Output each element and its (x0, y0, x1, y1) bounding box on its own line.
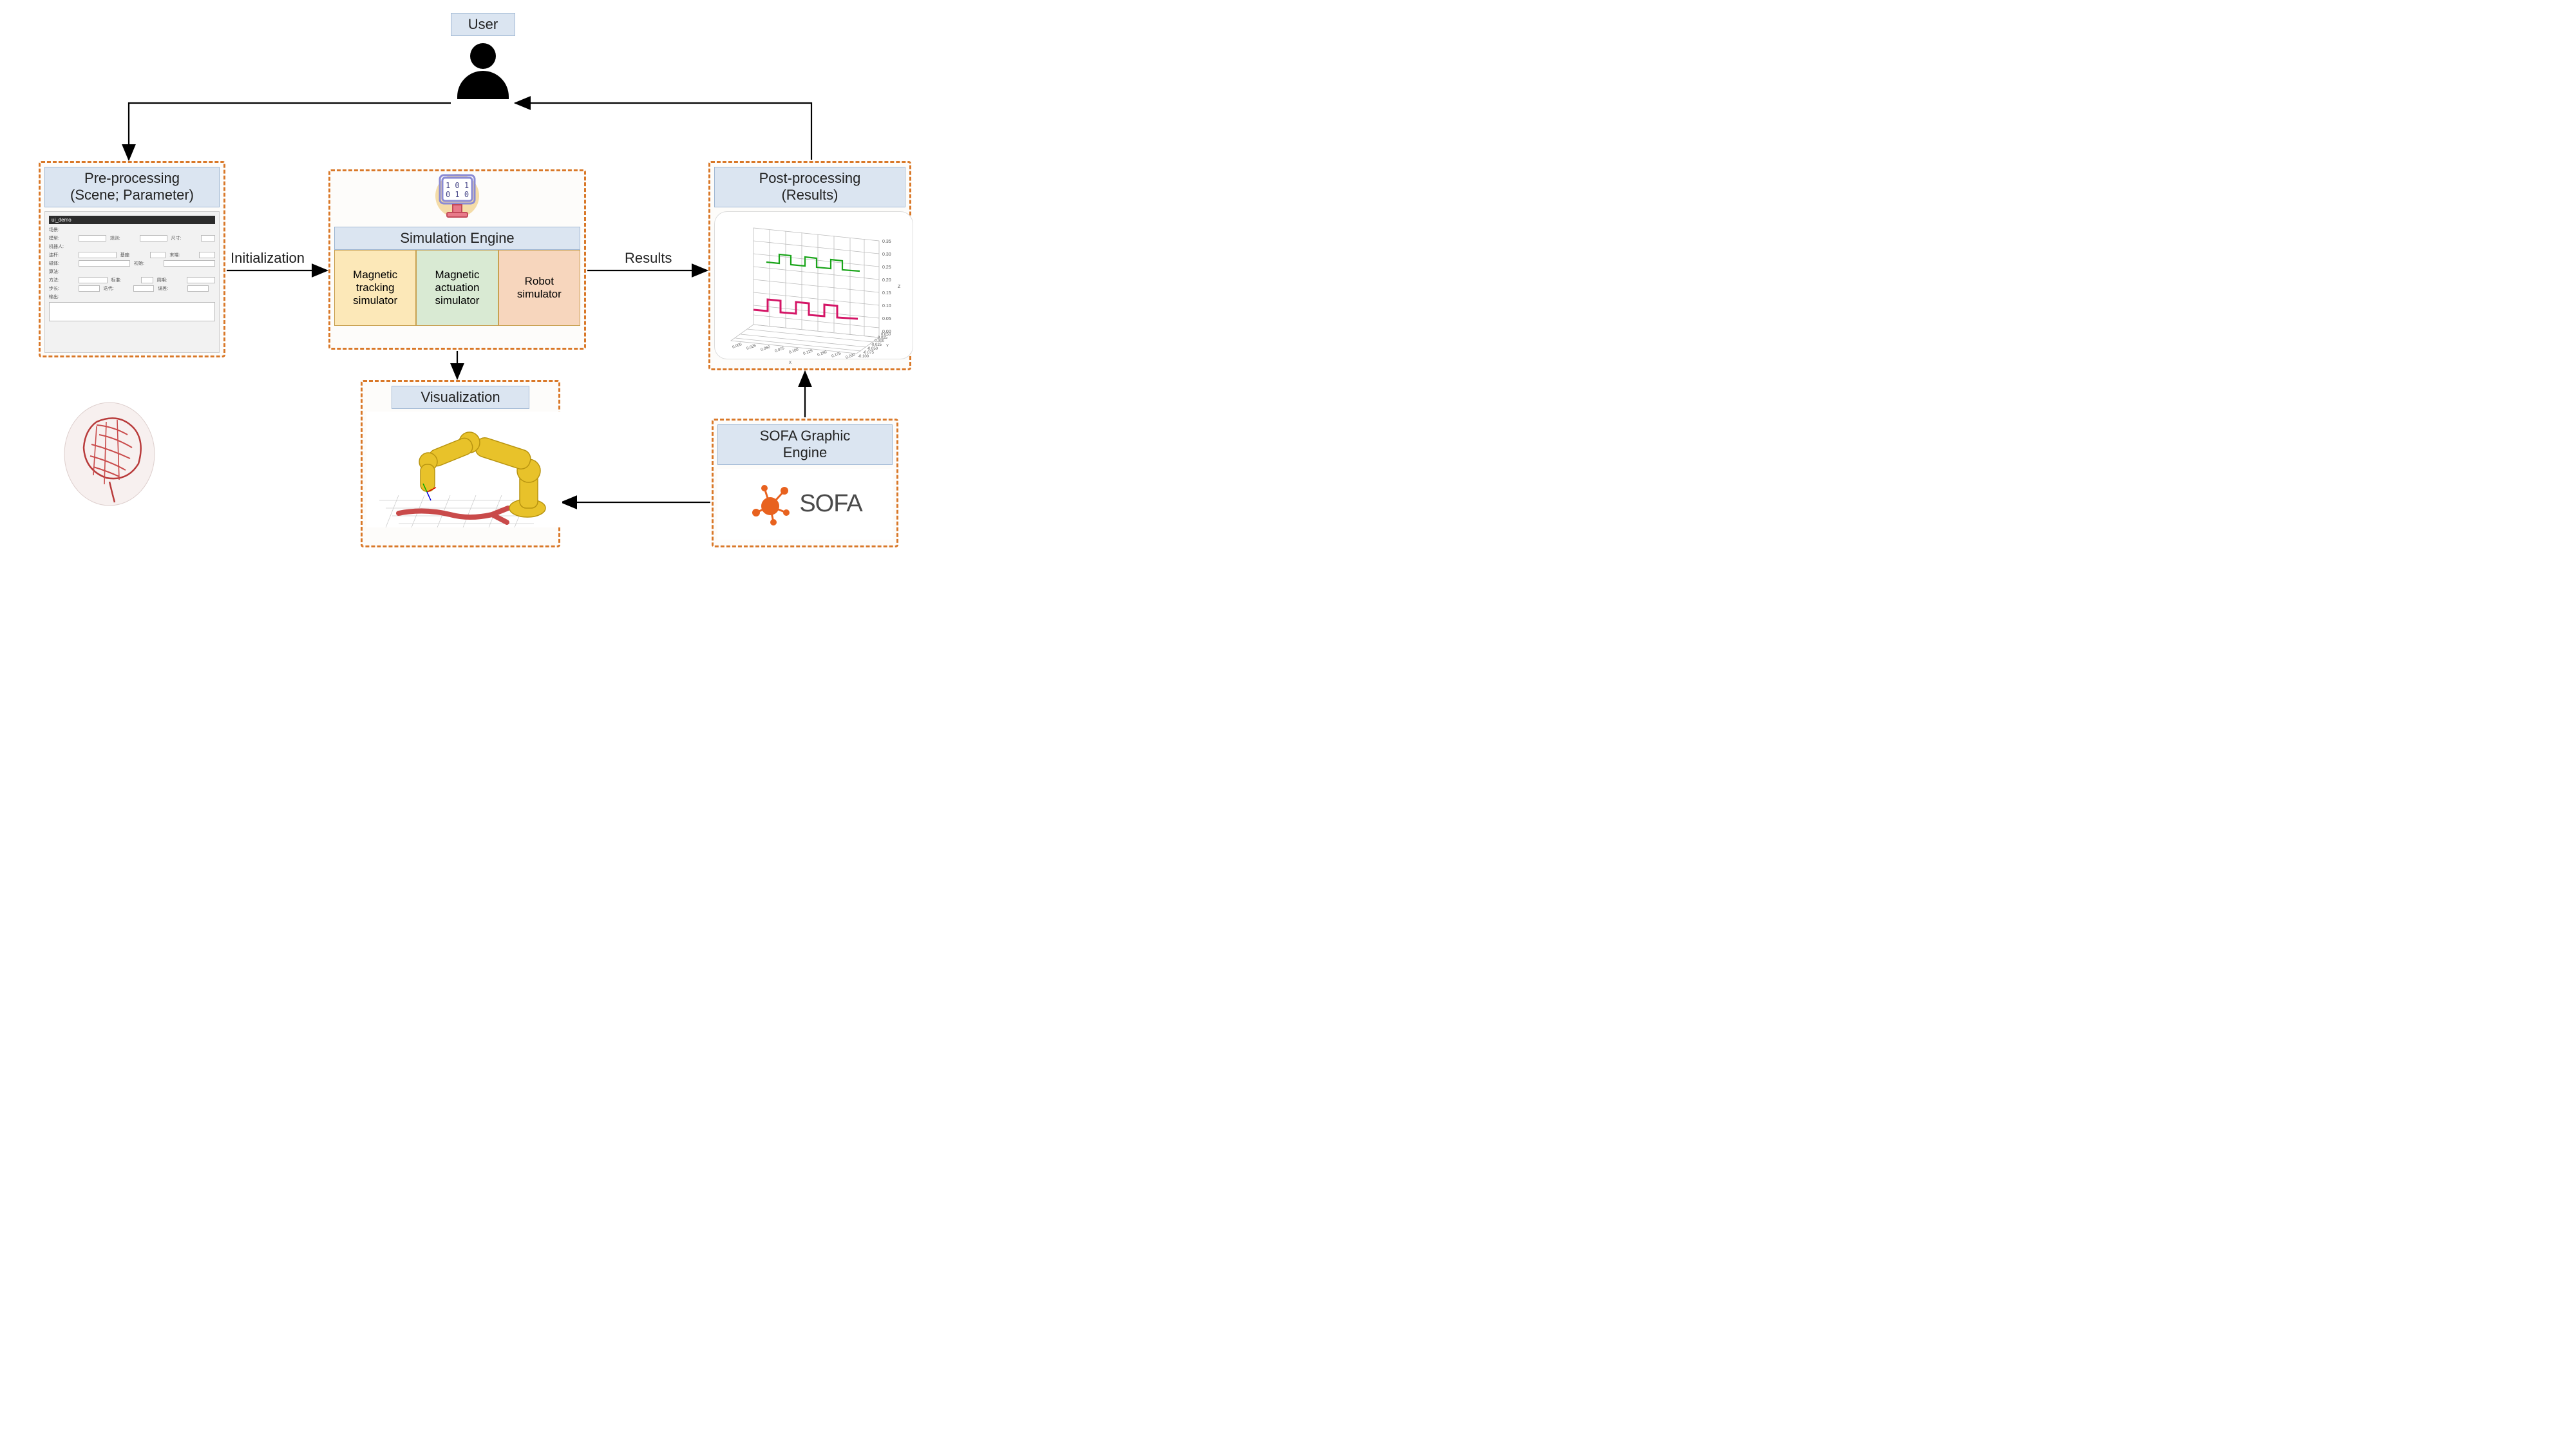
svg-text:0.30: 0.30 (882, 252, 891, 257)
preprocessing-title: Pre-processing (Scene; Parameter) (44, 167, 220, 207)
simulation-engine-title: Simulation Engine (334, 227, 580, 250)
simulation-engine-box: 1 0 1 0 1 0 Simulation Engine Magnetictr… (328, 169, 586, 350)
svg-text:-0.100: -0.100 (858, 355, 869, 359)
svg-text:0.20: 0.20 (882, 278, 891, 283)
visualization-title: Visualization (392, 386, 529, 409)
svg-text:0.175: 0.175 (831, 352, 842, 359)
magnetic-actuation-simulator: Magneticactuationsimulator (416, 250, 498, 326)
magnetic-tracking-simulator: Magnetictrackingsimulator (334, 250, 416, 326)
user-node: User (451, 13, 515, 99)
preproc-title-l1: Pre-processing (84, 170, 180, 186)
svg-text:Y: Y (886, 345, 889, 348)
simulator-columns: Magnetictrackingsimulator Magneticactuat… (334, 250, 580, 326)
sofa-logo-text: SOFA (799, 490, 862, 518)
svg-text:0.10: 0.10 (882, 304, 891, 308)
sofa-title-l1: SOFA Graphic (760, 428, 851, 444)
svg-text:0.150: 0.150 (817, 350, 828, 357)
robot-simulator: Robotsimulator (498, 250, 580, 326)
results-arrow-label: Results (625, 250, 672, 267)
svg-text:0.05: 0.05 (882, 317, 891, 321)
user-icon (457, 41, 509, 99)
sofa-title-l2: Engine (783, 444, 828, 460)
sofa-logo-icon (748, 482, 793, 527)
monitor-icon: 1 0 1 0 1 0 (431, 171, 483, 223)
postprocessing-title: Post-processing (Results) (714, 167, 905, 207)
svg-text:0.125: 0.125 (803, 349, 814, 356)
svg-text:0 1 0: 0 1 0 (446, 190, 469, 199)
preprocessing-box: Pre-processing (Scene; Parameter) ui_dem… (39, 161, 225, 357)
parameter-form-mock: ui_demo 场景: 模型:规则:尺寸: 机器人: 连杆:基座:末端: 磁体:… (44, 211, 220, 353)
robot-visualization-render (366, 412, 562, 527)
user-label: User (451, 13, 515, 36)
svg-text:0.15: 0.15 (882, 291, 891, 296)
brain-vasculature-image (58, 399, 161, 509)
svg-text:0.200: 0.200 (846, 353, 857, 360)
svg-text:-0.025: -0.025 (871, 343, 882, 347)
svg-text:0.025: 0.025 (746, 344, 757, 351)
sofa-logo: SOFA (717, 469, 893, 540)
svg-text:-0.050: -0.050 (867, 347, 878, 351)
svg-text:X: X (789, 361, 791, 365)
postproc-title-l1: Post-processing (759, 170, 861, 186)
svg-text:-0.075: -0.075 (863, 351, 875, 355)
svg-text:0.050: 0.050 (881, 333, 891, 337)
postprocessing-box: Post-processing (Results) (708, 161, 911, 370)
initialization-arrow-label: Initialization (231, 250, 305, 267)
preproc-title-l2: (Scene; Parameter) (70, 187, 194, 203)
results-3d-plot: 0.350.30 0.250.20 0.150.10 0.050.00 Z 0.… (714, 211, 913, 359)
sofa-engine-box: SOFA Graphic Engine SOFA (712, 419, 898, 547)
svg-text:0.25: 0.25 (882, 265, 891, 270)
svg-text:Z: Z (898, 285, 901, 289)
svg-text:1 0 1: 1 0 1 (446, 181, 469, 190)
svg-text:0.000: 0.000 (732, 343, 743, 350)
postproc-title-l2: (Results) (781, 187, 838, 203)
sofa-title: SOFA Graphic Engine (717, 424, 893, 465)
svg-text:0.100: 0.100 (789, 348, 800, 355)
visualization-box: Visualization (361, 380, 560, 547)
svg-text:0.35: 0.35 (882, 240, 891, 244)
svg-text:0.050: 0.050 (761, 345, 772, 352)
svg-text:0.075: 0.075 (775, 346, 786, 354)
